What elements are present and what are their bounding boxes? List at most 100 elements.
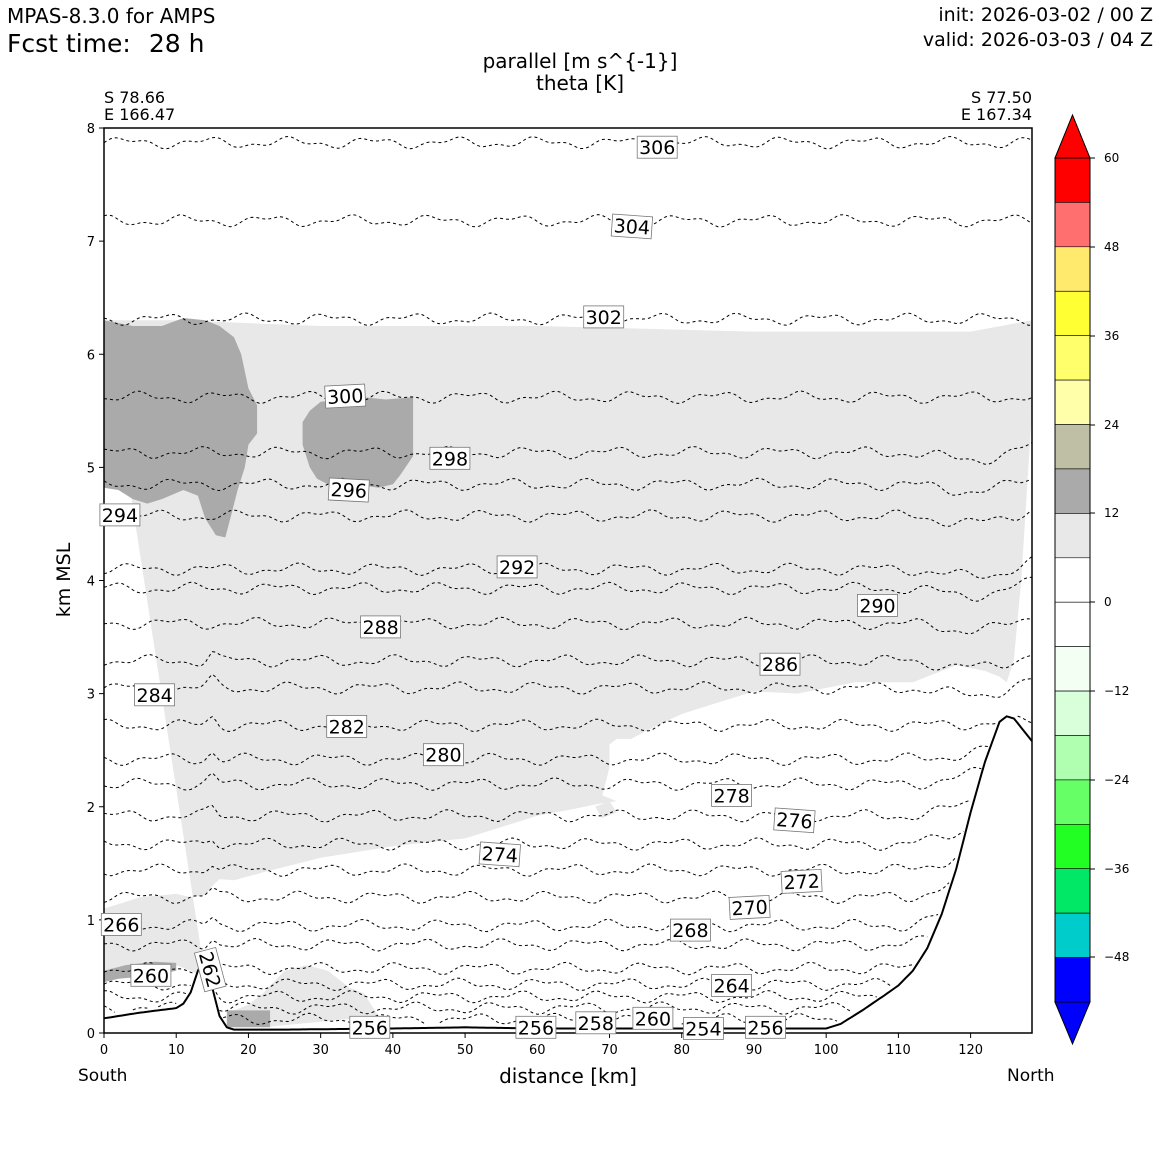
contour-label: 298 bbox=[432, 448, 468, 470]
contour-label-group: 270 bbox=[728, 894, 771, 920]
colorbar-tick-label: 36 bbox=[1104, 329, 1119, 343]
colorbar-tick-label: 48 bbox=[1104, 240, 1119, 254]
x-tick-label: 100 bbox=[814, 1043, 839, 1058]
theta-contour-294 bbox=[104, 509, 1032, 527]
shading-dark-region bbox=[302, 397, 414, 488]
contour-label: 296 bbox=[330, 479, 367, 503]
shading-light-patch bbox=[595, 801, 617, 819]
contour-label-box bbox=[515, 1015, 557, 1039]
theta-contour-304 bbox=[104, 214, 1032, 228]
colorbar-swatch bbox=[1054, 335, 1091, 381]
contour-label-group: 290 bbox=[857, 594, 898, 617]
contour-label-box bbox=[780, 868, 823, 894]
contour-label: 256 bbox=[518, 1017, 554, 1039]
colorbar-swatch bbox=[1054, 912, 1091, 958]
colorbar-swatch bbox=[1054, 246, 1091, 292]
x-tick-label: 80 bbox=[673, 1043, 690, 1058]
contour-label: 282 bbox=[329, 716, 365, 738]
theta-contour-260 bbox=[104, 990, 877, 1004]
contour-label-group: 274 bbox=[478, 841, 521, 868]
x-tick-label: 60 bbox=[529, 1043, 546, 1058]
x-tick-label: 70 bbox=[601, 1043, 618, 1058]
contour-label: 260 bbox=[635, 1008, 671, 1030]
contour-label-group: 256 bbox=[515, 1015, 557, 1039]
right-lat: S 77.50 bbox=[970, 88, 1032, 107]
contour-label-box bbox=[636, 135, 678, 159]
y-tick-label: 1 bbox=[87, 914, 95, 929]
contour-label: 276 bbox=[775, 809, 813, 833]
y-tick-label: 8 bbox=[87, 122, 95, 137]
contour-label-group: 284 bbox=[134, 683, 176, 707]
left-lon: E 166.47 bbox=[104, 105, 176, 124]
colorbar-frame bbox=[1054, 157, 1091, 1003]
x-tick-label: 110 bbox=[886, 1043, 911, 1058]
contour-label: 264 bbox=[713, 976, 749, 998]
x-axis-label: distance [km] bbox=[499, 1064, 637, 1088]
theta-contour-276 bbox=[104, 800, 971, 823]
y-tick-label: 7 bbox=[87, 235, 95, 250]
theta-contour-300 bbox=[104, 390, 1032, 404]
contour-label-group: 300 bbox=[324, 383, 367, 409]
shading-dark-region bbox=[226, 1010, 271, 1028]
theta-contour-278 bbox=[104, 766, 982, 791]
contour-label: 272 bbox=[783, 870, 820, 894]
y-tick-label: 3 bbox=[87, 688, 95, 703]
contour-label-group: 276 bbox=[773, 807, 816, 834]
contour-label-group: 278 bbox=[711, 784, 752, 807]
contour-label-group: 296 bbox=[327, 477, 370, 503]
contour-label-group: 268 bbox=[670, 918, 711, 942]
colorbar-tick-label: −48 bbox=[1104, 950, 1129, 964]
colorbar-tick-label: −24 bbox=[1104, 773, 1129, 787]
theta-contour-280 bbox=[104, 745, 989, 766]
theta-contour-282 bbox=[104, 715, 1032, 732]
contour-label-box bbox=[857, 594, 898, 617]
contour-label-group: 280 bbox=[422, 743, 464, 767]
contour-label-box bbox=[759, 652, 801, 676]
colorbar-swatch bbox=[1054, 202, 1091, 248]
theta-contour-272 bbox=[104, 856, 957, 877]
contour-label: 304 bbox=[613, 215, 651, 239]
contour-label-group: 306 bbox=[636, 135, 678, 159]
shading-dark-region bbox=[104, 318, 258, 538]
north-label: North bbox=[1007, 1066, 1055, 1086]
contour-label: 306 bbox=[639, 137, 675, 159]
contour-label: 280 bbox=[425, 745, 461, 767]
contour-label-box bbox=[610, 213, 654, 240]
colorbar-extend-top bbox=[1054, 113, 1091, 159]
terrain-fill bbox=[104, 716, 1032, 1033]
colorbar-swatch bbox=[1054, 735, 1091, 781]
y-tick-label: 6 bbox=[87, 348, 95, 363]
contour-label-group: 256 bbox=[349, 1015, 391, 1039]
contour-label: 290 bbox=[859, 595, 895, 617]
contour-label-box bbox=[773, 807, 816, 834]
colorbar-swatch bbox=[1054, 601, 1091, 647]
theta-contour-268 bbox=[104, 914, 939, 933]
plot-area bbox=[104, 135, 1032, 1033]
contour-label-group: 256 bbox=[745, 1015, 786, 1039]
contour-label-box bbox=[683, 1017, 724, 1040]
contour-label: 256 bbox=[352, 1017, 388, 1039]
contour-label-box bbox=[327, 477, 370, 503]
colorbar-swatch bbox=[1054, 379, 1091, 425]
contour-label-box bbox=[324, 383, 367, 409]
colorbar: 60 48 36 24 12 0 −12 −24 −36 −48 bbox=[1054, 113, 1129, 1046]
colorbar-swatch bbox=[1054, 290, 1091, 336]
x-tick-label: 50 bbox=[457, 1043, 474, 1058]
init-time: init: 2026-03-02 / 00 Z bbox=[938, 4, 1153, 26]
contour-label-group: 258 bbox=[575, 1011, 617, 1035]
x-tick-label: 120 bbox=[958, 1043, 983, 1058]
contour-label-group: 260 bbox=[632, 1006, 674, 1030]
contour-label-box bbox=[670, 918, 711, 942]
x-tick-label: 10 bbox=[168, 1043, 185, 1058]
contour-label: 256 bbox=[747, 1017, 783, 1039]
contour-label-group: 292 bbox=[496, 555, 538, 579]
contour-label-box bbox=[583, 305, 625, 329]
contour-label-group: 272 bbox=[780, 868, 823, 894]
contour-label-box bbox=[134, 683, 176, 707]
colorbar-swatch bbox=[1054, 823, 1091, 869]
contour-label-box bbox=[711, 784, 752, 807]
contour-label-group: 266 bbox=[100, 913, 142, 936]
contour-label-box bbox=[326, 715, 368, 738]
theta-contour-296 bbox=[104, 477, 1032, 496]
colorbar-tick-label: 12 bbox=[1104, 506, 1119, 520]
